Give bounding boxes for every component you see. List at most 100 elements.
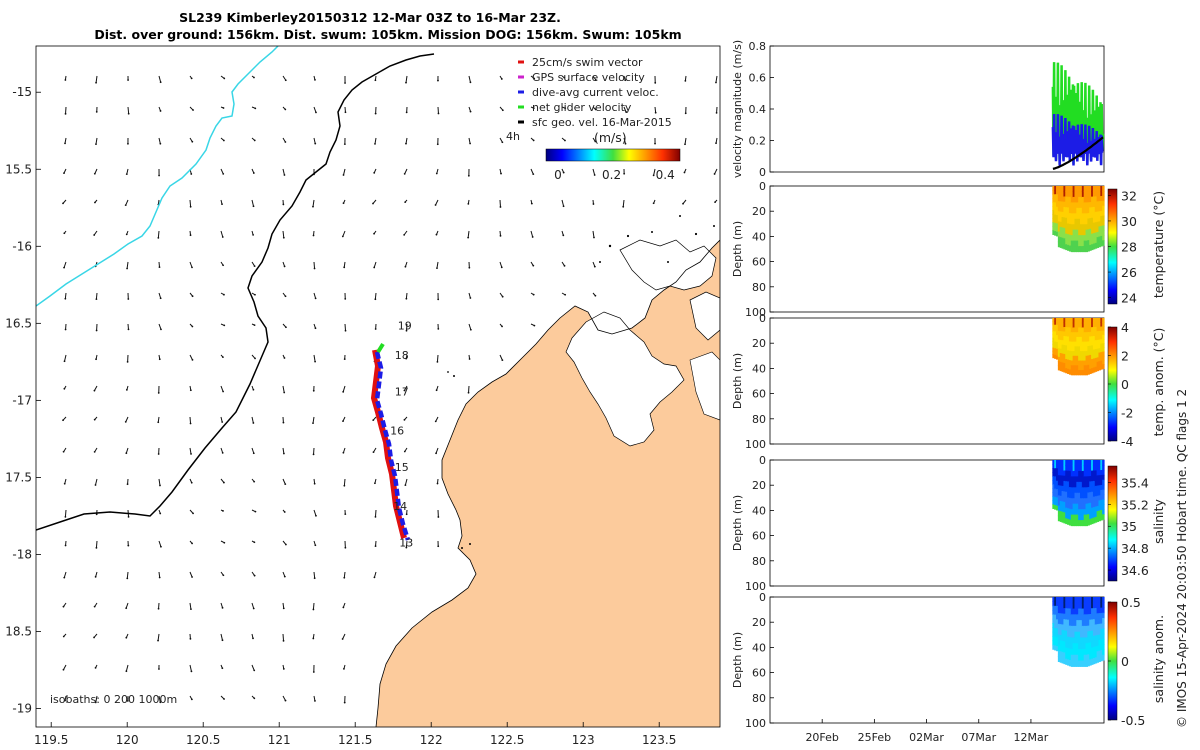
velocity-arrow-head — [222, 481, 225, 484]
heatmap-cell — [1083, 196, 1087, 203]
heatmap-cell — [1057, 460, 1061, 466]
heatmap-cell — [1070, 614, 1074, 621]
heatmap-cell — [1076, 637, 1079, 644]
velocity-ytick-label: 0 — [759, 166, 766, 179]
heatmap-cell — [1078, 191, 1081, 198]
heatmap-cell — [1094, 326, 1098, 332]
heatmap-cell — [1068, 218, 1072, 225]
heatmap-cell — [1052, 605, 1055, 611]
heatmap-cell — [1074, 597, 1077, 604]
velocity-arrow-head — [63, 576, 66, 579]
heatmap-cell — [1083, 492, 1087, 499]
heatmap-cell — [1096, 191, 1100, 197]
velocity-arrow — [313, 137, 316, 144]
velocity-arrow-head — [160, 545, 162, 548]
heatmap-cell — [1056, 341, 1059, 346]
velocity-arrow — [313, 261, 316, 269]
heatmap-cell — [1059, 651, 1063, 658]
heatmap-cell — [1100, 499, 1103, 506]
heatmap-cell — [1072, 246, 1076, 253]
heatmap-cell — [1081, 631, 1085, 639]
heatmap-cell — [1080, 637, 1083, 644]
heatmap-cell — [1067, 186, 1070, 192]
heatmap-cell — [1057, 206, 1061, 212]
heatmap-cell — [1065, 331, 1068, 337]
heatmap-cell — [1061, 657, 1065, 664]
heatmap-cell — [1076, 213, 1079, 220]
heatmap-cell — [1070, 346, 1074, 352]
track-day-label: 15 — [395, 461, 409, 474]
heatmap-cell — [1070, 218, 1074, 225]
velocity-arrow-head — [435, 172, 438, 175]
heatmap-cell — [1076, 487, 1079, 494]
velocity-arrow-head — [501, 325, 503, 328]
heatmap-cell — [1098, 495, 1101, 502]
track-day-label: 18 — [395, 349, 409, 362]
heatmap-cell — [1072, 597, 1076, 604]
heatmap-cell — [1087, 191, 1090, 198]
heatmap-cell — [1063, 652, 1066, 659]
heatmap-cell — [1081, 240, 1085, 247]
velocity-arrow-head — [221, 667, 224, 670]
velocity-arrow — [189, 416, 192, 424]
heatmap-cell — [1052, 194, 1055, 199]
velocity-arrow-head — [283, 511, 286, 513]
velocity-arrow-head — [126, 267, 128, 270]
heatmap-cell — [1102, 326, 1105, 332]
heatmap-cell — [1080, 322, 1083, 329]
isobaths-label: isobaths: 0 200 1000m — [50, 693, 177, 706]
heatmap-cell — [1098, 515, 1101, 522]
heatmap-cell — [1102, 240, 1105, 246]
velocity-arrow-head — [284, 483, 287, 486]
heatmap-cell — [1098, 602, 1101, 609]
velocity-arrow-head — [469, 328, 472, 331]
heatmap-cell — [1085, 229, 1088, 236]
heatmap-cell — [1070, 365, 1074, 371]
velocity-arrow-head — [314, 544, 317, 547]
heatmap-cell — [1072, 481, 1076, 488]
heatmap-cell — [1061, 217, 1065, 223]
heatmap-cell — [1070, 336, 1074, 343]
heatmap-cell — [1068, 355, 1072, 361]
heatmap-cell — [1072, 351, 1076, 357]
heatmap-cell — [1080, 346, 1083, 352]
velocity-arrow-head — [159, 110, 162, 112]
heatmap-cell — [1072, 341, 1076, 347]
lon-tick-label: 121 — [268, 733, 291, 747]
heatmap-cell — [1100, 469, 1103, 476]
colorbar-tick-label: 4 — [1121, 320, 1129, 335]
colorbar-tick-label: 0.2 — [602, 168, 621, 182]
heatmap-cell — [1083, 620, 1087, 627]
heatmap-cell — [1081, 202, 1085, 209]
heatmap-cell — [1089, 602, 1092, 609]
heatmap-cell — [1100, 225, 1103, 232]
heatmap-cell — [1070, 625, 1074, 633]
heatmap-cell — [1067, 492, 1070, 499]
heatmap-cell — [1059, 613, 1063, 620]
heatmap-cell — [1063, 344, 1066, 351]
heatmap-cell — [1083, 602, 1087, 610]
lat-tick-label: -15 — [12, 85, 32, 99]
heatmap-cell — [1100, 509, 1103, 516]
heatmap-cell — [1078, 498, 1081, 505]
velocity-arrow — [468, 323, 472, 330]
velocity-arrow-head — [344, 513, 347, 516]
heatmap-cell — [1054, 210, 1057, 216]
velocity-arrow — [405, 137, 408, 144]
heatmap-cell — [1080, 332, 1083, 338]
heatmap-cell — [1070, 608, 1074, 615]
velocity-arrow-head — [372, 419, 375, 422]
velocity-arrow-head — [341, 235, 344, 238]
heatmap-cell — [1061, 366, 1065, 372]
velocity-arrow — [95, 137, 98, 145]
heatmap-cell — [1083, 614, 1087, 621]
heatmap-cell — [1059, 232, 1063, 238]
heatmap-cell — [1052, 464, 1055, 469]
velocity-arrow-head — [64, 544, 67, 547]
velocity-arrow — [344, 323, 347, 331]
velocity-arrow-head — [436, 361, 439, 363]
velocity-arrow-head — [95, 358, 97, 361]
velocity-arrow — [343, 571, 346, 578]
heatmap-cell — [1067, 318, 1070, 324]
velocity-arrow-head — [95, 513, 98, 516]
